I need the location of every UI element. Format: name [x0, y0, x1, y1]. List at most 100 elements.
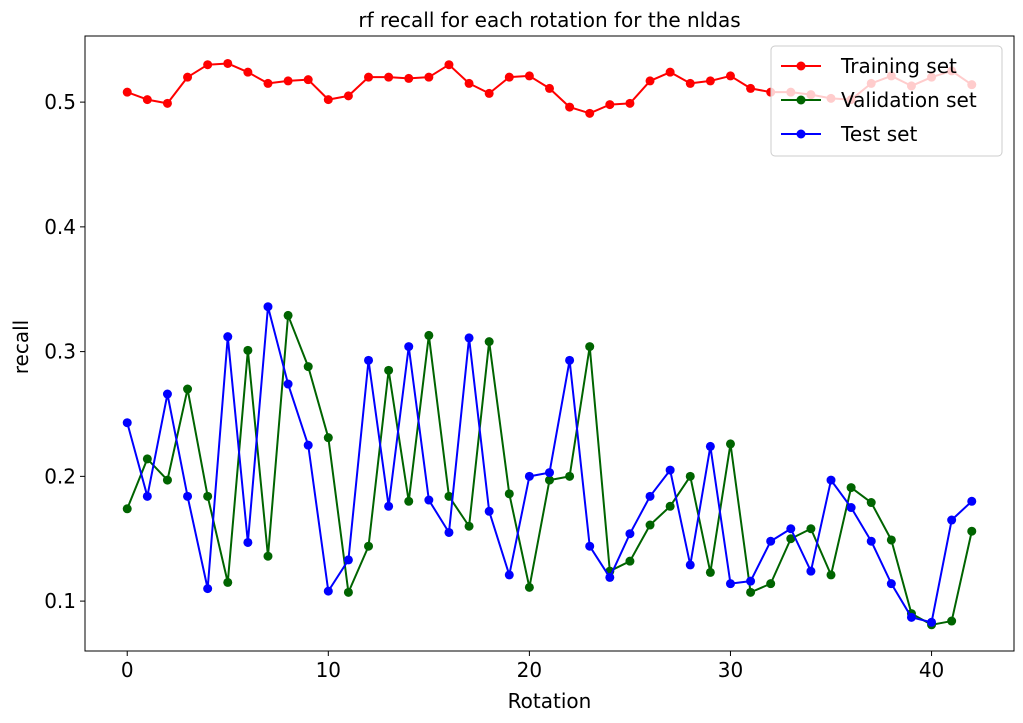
- data-point-training-set: [484, 88, 494, 98]
- data-point-training-set: [605, 100, 615, 110]
- data-point-training-set: [424, 72, 434, 82]
- x-axis-label: Rotation: [508, 689, 592, 713]
- data-point-validation-set: [947, 616, 957, 626]
- x-axis: 0 10 20 30 40: [121, 651, 944, 682]
- data-point-test-set: [746, 576, 756, 586]
- data-point-test-set: [444, 527, 454, 537]
- data-point-test-set: [625, 529, 635, 539]
- data-point-training-set: [665, 67, 675, 77]
- y-tick-label: 0.2: [44, 464, 76, 488]
- data-point-validation-set: [967, 526, 977, 536]
- data-point-validation-set: [424, 330, 434, 340]
- data-point-test-set: [303, 440, 313, 450]
- legend-marker-training-set: [796, 61, 806, 71]
- data-point-validation-set: [665, 501, 675, 511]
- data-point-validation-set: [685, 471, 695, 481]
- data-point-validation-set: [384, 365, 394, 375]
- data-point-training-set: [565, 102, 575, 112]
- data-point-training-set: [444, 60, 454, 70]
- y-tick-label: 0.5: [44, 90, 76, 114]
- data-point-validation-set: [162, 475, 172, 485]
- data-point-test-set: [243, 537, 253, 547]
- data-point-training-set: [746, 83, 756, 93]
- data-point-test-set: [826, 475, 836, 485]
- data-point-test-set: [183, 491, 193, 501]
- data-point-training-set: [364, 72, 374, 82]
- data-point-test-set: [947, 515, 957, 525]
- data-point-validation-set: [444, 491, 454, 501]
- data-point-training-set: [404, 73, 414, 83]
- data-point-test-set: [263, 302, 273, 312]
- legend-box: [770, 45, 1003, 157]
- data-point-test-set: [766, 536, 776, 546]
- chart-title: rf recall for each rotation for the nlda…: [358, 8, 740, 32]
- x-tick-label: 0: [121, 658, 134, 682]
- data-point-test-set: [585, 541, 595, 551]
- data-point-training-set: [585, 108, 595, 118]
- data-point-validation-set: [725, 439, 735, 449]
- data-point-training-set: [464, 78, 474, 88]
- data-point-validation-set: [484, 337, 494, 347]
- y-axis: 0.1 0.2 0.3 0.4 0.5: [44, 90, 85, 613]
- data-point-test-set: [685, 560, 695, 570]
- data-point-validation-set: [826, 570, 836, 580]
- legend-item-training-set: Training set: [781, 54, 957, 78]
- data-point-validation-set: [806, 524, 816, 534]
- data-point-training-set: [545, 83, 554, 93]
- data-point-test-set: [967, 496, 977, 506]
- data-point-test-set: [384, 501, 394, 511]
- data-point-validation-set: [504, 489, 514, 499]
- data-point-validation-set: [886, 535, 896, 545]
- data-point-training-set: [645, 76, 655, 86]
- data-point-validation-set: [323, 433, 333, 443]
- y-axis-label: recall: [9, 320, 33, 374]
- data-point-validation-set: [565, 471, 575, 481]
- data-point-validation-set: [343, 587, 353, 597]
- series-layer: [122, 58, 977, 630]
- data-point-training-set: [625, 98, 635, 108]
- legend: Training set Validation set Test set: [770, 45, 1003, 157]
- data-point-test-set: [504, 570, 514, 580]
- data-point-test-set: [524, 471, 534, 481]
- data-point-validation-set: [203, 491, 213, 501]
- data-point-validation-set: [142, 454, 152, 464]
- data-point-training-set: [203, 60, 213, 70]
- x-tick-label: 20: [517, 658, 542, 682]
- data-point-test-set: [142, 491, 152, 501]
- legend-marker-test-set: [796, 129, 806, 139]
- data-point-validation-set: [464, 521, 474, 531]
- data-point-test-set: [806, 566, 816, 576]
- data-point-test-set: [725, 579, 735, 589]
- data-point-validation-set: [545, 475, 554, 485]
- legend-label-validation-set: Validation set: [841, 88, 977, 112]
- series-test-set: [122, 302, 977, 627]
- data-point-test-set: [645, 491, 655, 501]
- data-point-test-set: [404, 342, 414, 352]
- data-point-validation-set: [283, 310, 293, 320]
- data-point-validation-set: [866, 498, 876, 508]
- data-point-test-set: [846, 503, 856, 513]
- data-point-training-set: [142, 95, 152, 105]
- data-point-test-set: [343, 555, 353, 565]
- data-point-validation-set: [846, 483, 856, 493]
- data-point-test-set: [786, 524, 796, 534]
- data-point-test-set: [162, 389, 172, 399]
- x-tick-label: 30: [718, 658, 743, 682]
- data-point-test-set: [464, 333, 474, 343]
- data-point-validation-set: [585, 342, 595, 352]
- data-point-validation-set: [263, 551, 273, 561]
- data-point-validation-set: [364, 541, 374, 551]
- data-point-test-set: [223, 332, 233, 342]
- data-point-test-set: [424, 495, 434, 505]
- data-point-validation-set: [303, 362, 313, 372]
- data-point-training-set: [725, 71, 735, 81]
- data-point-validation-set: [223, 577, 233, 587]
- data-point-test-set: [605, 572, 615, 582]
- data-point-validation-set: [183, 384, 193, 394]
- x-tick-label: 10: [316, 658, 341, 682]
- data-point-validation-set: [746, 587, 756, 597]
- data-point-validation-set: [766, 579, 776, 589]
- data-point-training-set: [323, 95, 333, 105]
- data-point-validation-set: [122, 504, 132, 514]
